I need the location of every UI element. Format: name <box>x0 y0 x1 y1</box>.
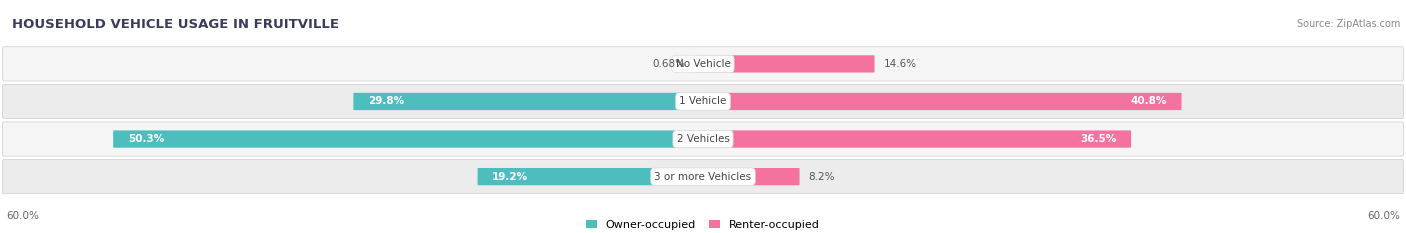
FancyBboxPatch shape <box>353 93 703 110</box>
FancyBboxPatch shape <box>112 130 703 148</box>
Text: 14.6%: 14.6% <box>883 59 917 69</box>
Legend: Owner-occupied, Renter-occupied: Owner-occupied, Renter-occupied <box>586 220 820 230</box>
Text: 1 Vehicle: 1 Vehicle <box>679 96 727 106</box>
FancyBboxPatch shape <box>478 168 703 185</box>
Text: 50.3%: 50.3% <box>128 134 165 144</box>
Text: 40.8%: 40.8% <box>1130 96 1167 106</box>
FancyBboxPatch shape <box>3 47 1403 81</box>
FancyBboxPatch shape <box>3 84 1403 119</box>
Text: 60.0%: 60.0% <box>1367 211 1400 221</box>
FancyBboxPatch shape <box>703 130 1130 148</box>
FancyBboxPatch shape <box>695 55 703 72</box>
Text: 8.2%: 8.2% <box>808 172 835 182</box>
FancyBboxPatch shape <box>3 122 1403 156</box>
Text: No Vehicle: No Vehicle <box>675 59 731 69</box>
Text: 60.0%: 60.0% <box>6 211 39 221</box>
Text: 0.68%: 0.68% <box>652 59 686 69</box>
FancyBboxPatch shape <box>3 160 1403 194</box>
FancyBboxPatch shape <box>703 93 1181 110</box>
FancyBboxPatch shape <box>703 168 800 185</box>
Text: 3 or more Vehicles: 3 or more Vehicles <box>654 172 752 182</box>
Text: 19.2%: 19.2% <box>492 172 529 182</box>
Text: 2 Vehicles: 2 Vehicles <box>676 134 730 144</box>
Text: Source: ZipAtlas.com: Source: ZipAtlas.com <box>1296 19 1400 29</box>
Text: 29.8%: 29.8% <box>368 96 404 106</box>
Text: 36.5%: 36.5% <box>1080 134 1116 144</box>
FancyBboxPatch shape <box>703 55 875 72</box>
Text: HOUSEHOLD VEHICLE USAGE IN FRUITVILLE: HOUSEHOLD VEHICLE USAGE IN FRUITVILLE <box>11 18 339 31</box>
